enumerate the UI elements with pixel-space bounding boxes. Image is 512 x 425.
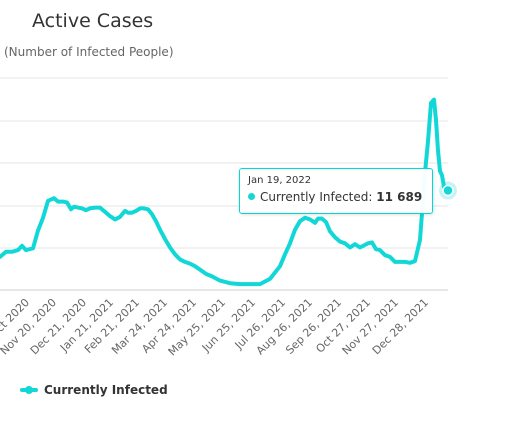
tooltip-row: Currently Infected: 11 689: [248, 190, 424, 204]
series-line-currently-infected[interactable]: [0, 97, 450, 287]
chart-title: Active Cases: [32, 10, 154, 32]
chart-subtitle: (Number of Infected People): [4, 45, 174, 59]
hover-marker[interactable]: [442, 184, 454, 197]
legend-label: Currently Infected: [44, 383, 168, 397]
tooltip-series-label: Currently Infected:: [260, 190, 373, 204]
tooltip-series-dot: [248, 193, 255, 200]
tooltip-date: Jan 19, 2022: [248, 175, 312, 186]
legend-item-currently-infected[interactable]: Currently Infected: [20, 383, 168, 397]
legend-symbol: [20, 385, 40, 395]
tooltip-value: 11 689: [376, 190, 423, 204]
tooltip: Jan 19, 2022 Currently Infected: 11 689: [239, 168, 433, 214]
